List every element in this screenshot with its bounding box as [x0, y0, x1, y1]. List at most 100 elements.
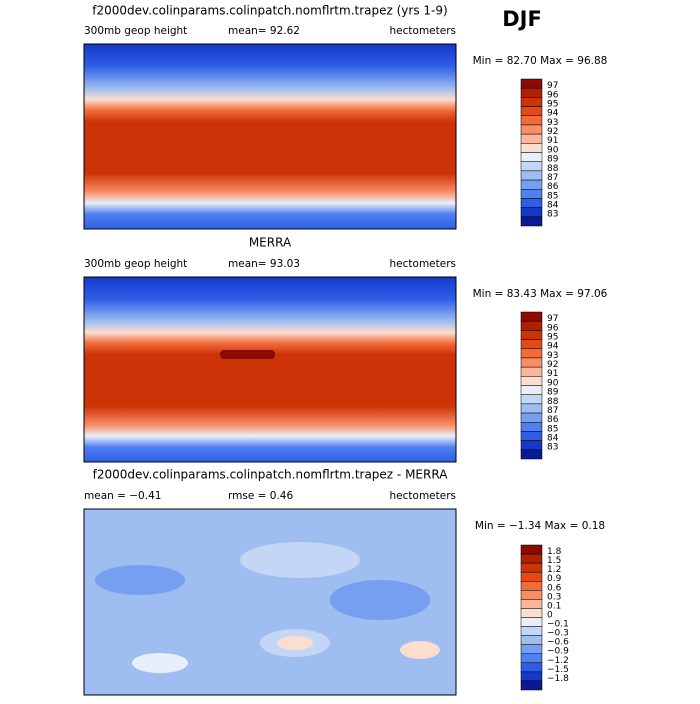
colorbar-label: 93: [547, 351, 558, 361]
panel: 300mb geop height mean= 92.62 hectometers M…: [83, 25, 608, 230]
colorbar-label: 85: [547, 191, 558, 201]
colorbar-label: 94: [547, 109, 559, 119]
colorbar-box: [520, 366, 543, 377]
colorbar-box: [520, 608, 543, 618]
colorbar-box: [520, 320, 543, 331]
center-label: mean= 93.03: [228, 258, 300, 270]
min-max: Min = −1.34 Max = 0.18: [475, 520, 605, 532]
figure-title: DJF: [502, 7, 542, 31]
colorbar-label: 90: [547, 378, 559, 388]
colorbar-box: [520, 431, 543, 441]
colorbar-box: [520, 644, 543, 654]
colorbar-box: [520, 339, 543, 349]
map-feature: [400, 641, 440, 659]
colorbar-box: [520, 590, 543, 600]
colorbar-box: [520, 115, 543, 126]
colorbar-box: [520, 553, 543, 564]
units-label: hectometers: [390, 25, 456, 37]
colorbar-label: 86: [547, 182, 559, 192]
colorbar-label: 85: [547, 424, 558, 434]
colorbar-box: [520, 170, 543, 181]
colorbar-box: [520, 653, 543, 664]
colorbar-label: −1.8: [547, 674, 569, 684]
colorbar-box: [520, 599, 543, 609]
colorbar-box: [520, 216, 543, 227]
colorbar-label: 88: [547, 164, 559, 174]
colorbar-box: [520, 376, 543, 386]
colorbar-label: 95: [547, 99, 558, 109]
map-frame: [83, 508, 457, 696]
left-label: 300mb geop height: [84, 258, 187, 270]
colorbar-box: [520, 87, 543, 98]
units-label: hectometers: [390, 490, 456, 502]
colorbar-box: [520, 412, 543, 423]
colorbar-label: 96: [547, 323, 559, 333]
colorbar-label: 94: [547, 342, 559, 352]
colorbar-box: [520, 97, 543, 107]
colorbar-box: [520, 124, 543, 135]
panel: MERRA 300mb geop height mean= 93.03 hectome…: [83, 236, 608, 463]
colorbar-label: 96: [547, 90, 559, 100]
colorbar-label: 88: [547, 397, 559, 407]
colorbar-label: 93: [547, 118, 558, 128]
colorbar-label: −0.3: [547, 629, 569, 639]
colorbar-label: −0.6: [547, 638, 569, 648]
colorbar-label: 89: [547, 155, 559, 165]
colorbar-box: [520, 189, 543, 199]
colorbar-box: [520, 357, 543, 368]
map: [83, 43, 457, 230]
colorbar-box: [520, 198, 543, 208]
colorbar-label: −0.1: [547, 620, 569, 630]
colorbar-box: [520, 671, 543, 682]
colorbar-label: 0.9: [547, 574, 562, 584]
colorbar-label: 86: [547, 415, 559, 425]
left-label: 300mb geop height: [84, 25, 187, 37]
colorbar-label: 0.1: [547, 601, 561, 611]
colorbar-box: [520, 635, 543, 645]
colorbar-label: 92: [547, 360, 558, 370]
colorbar-box: [520, 106, 543, 116]
colorbar-box: [520, 617, 543, 627]
center-label: mean= 92.62: [228, 25, 300, 37]
colorbar-box: [520, 544, 543, 555]
colorbar-label: 91: [547, 136, 558, 146]
colorbar-label: 91: [547, 369, 558, 379]
colorbar-label: 1.2: [547, 565, 561, 575]
colorbar-label: 1.5: [547, 556, 561, 566]
map: [83, 276, 457, 463]
colorbar-label: 0.3: [547, 592, 561, 602]
colorbar-label: 92: [547, 127, 558, 137]
colorbar-box: [520, 403, 543, 414]
units-label: hectometers: [390, 258, 456, 270]
left-label: mean = −0.41: [84, 490, 161, 502]
map-feature: [132, 653, 188, 673]
min-max: Min = 82.70 Max = 96.88: [473, 55, 608, 67]
colorbar-box: [520, 207, 543, 218]
min-max: Min = 83.43 Max = 97.06: [473, 288, 608, 300]
panel-title: MERRA: [249, 236, 292, 250]
colorbar-box: [520, 440, 543, 451]
colorbar-box: [520, 571, 543, 582]
map-feature: [240, 542, 360, 578]
colorbar-box: [520, 662, 543, 673]
map-feature: [95, 565, 185, 595]
colorbar-box: [520, 348, 543, 359]
colorbar-label: 89: [547, 388, 559, 398]
colorbar-box: [520, 449, 543, 460]
colorbar-box: [520, 422, 543, 432]
colorbar-box: [520, 394, 543, 405]
colorbar-label: 87: [547, 173, 558, 183]
colorbar-label: 84: [547, 434, 559, 444]
colorbar-label: −1.5: [547, 665, 569, 675]
colorbar-box: [520, 161, 543, 172]
colorbar-box: [520, 562, 543, 573]
center-label: rmse = 0.46: [228, 490, 293, 502]
colorbar-label: 95: [547, 332, 558, 342]
colorbar-label: 97: [547, 81, 558, 91]
colorbar-box: [520, 143, 543, 153]
panel: f2000dev.colinparams.colinpatch.nomflrtm…: [83, 468, 605, 696]
colorbar-label: 97: [547, 314, 558, 324]
colorbar-box: [520, 581, 543, 591]
colorbar-box: [520, 680, 543, 691]
